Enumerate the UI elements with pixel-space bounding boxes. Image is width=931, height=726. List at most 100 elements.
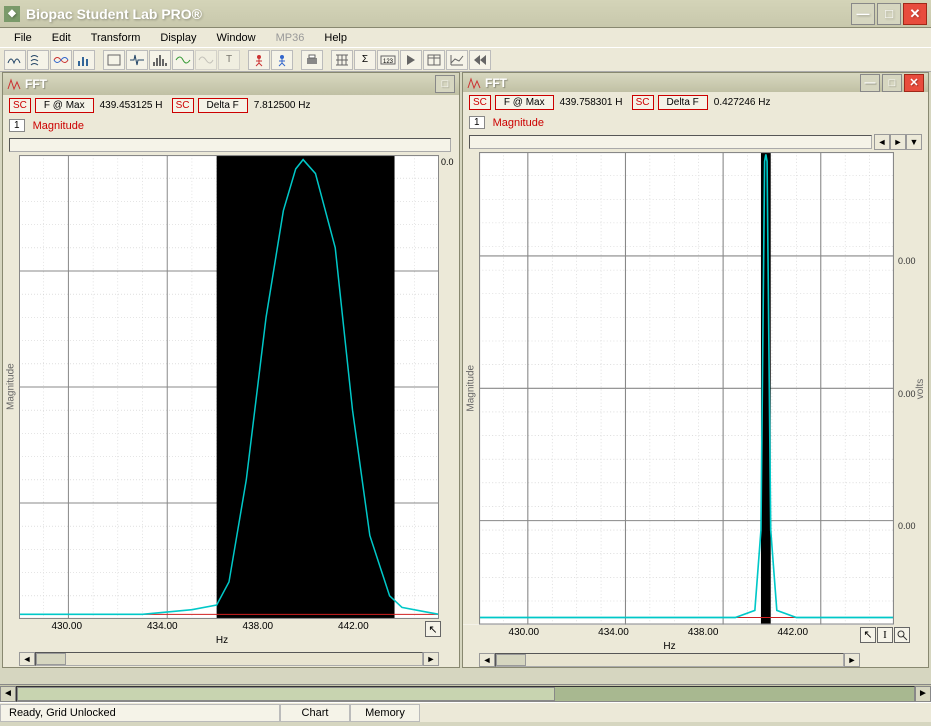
statusbar: Ready, Grid Unlocked Chart Memory — [0, 702, 931, 722]
sc-button-1[interactable]: SC — [9, 98, 31, 113]
menu-display[interactable]: Display — [152, 30, 204, 46]
menu-transform[interactable]: Transform — [83, 30, 149, 46]
tool-grid-icon[interactable] — [331, 50, 353, 70]
scroll-right-button[interactable]: ► — [844, 653, 860, 667]
tool-overlap-wave-icon[interactable] — [50, 50, 72, 70]
fft-right-titlebar[interactable]: FFT — □ ✕ — [463, 73, 928, 92]
fft-right-scroll-strip: ◄ ► ▼ — [463, 132, 928, 152]
cursor-arrow-button[interactable]: ↖ — [425, 621, 441, 637]
y-axis-label: Magnitude — [463, 152, 479, 625]
scroll-left-button[interactable]: ◄ — [19, 652, 35, 666]
menu-help[interactable]: Help — [316, 30, 355, 46]
status-chart[interactable]: Chart — [280, 704, 350, 722]
fft-right-x-axis: Hz 430.00434.00438.00442.00 ↖ I — [463, 625, 928, 653]
tool-zoom-wave-icon[interactable] — [4, 50, 26, 70]
tool-reset-icon[interactable] — [103, 50, 125, 70]
f-at-max-button[interactable]: F @ Max — [35, 98, 94, 113]
main-hscroll: ◄ ► — [0, 684, 931, 702]
toolbar: T Σ 123 — [0, 48, 931, 72]
main-titlebar: ◆ Biopac Student Lab PRO® — □ ✕ — [0, 0, 931, 28]
channel-number[interactable]: 1 — [9, 119, 25, 132]
delta-f-button[interactable]: Delta F — [658, 95, 708, 110]
fft-left-title: FFT — [25, 77, 435, 91]
fft-right-minimize-button[interactable]: — — [860, 74, 880, 92]
scroll-right-mini[interactable]: ► — [890, 134, 906, 150]
workspace: FFT □ SC F @ Max 439.453125 H SC Delta F… — [0, 72, 931, 684]
main-scroll-left[interactable]: ◄ — [0, 686, 16, 702]
fft-icon — [7, 77, 21, 91]
delta-f-button[interactable]: Delta F — [198, 98, 248, 113]
app-icon: ◆ — [4, 6, 20, 22]
channel-number[interactable]: 1 — [469, 116, 485, 129]
tool-histogram-icon[interactable] — [149, 50, 171, 70]
cursor-ibeam-button[interactable]: I — [877, 627, 893, 643]
tool-text-icon[interactable]: T — [218, 50, 240, 70]
x-tick-label: 430.00 — [51, 621, 82, 632]
fft-right-maximize-button[interactable]: □ — [882, 74, 902, 92]
channel-label: Magnitude — [493, 117, 544, 129]
x-axis-unit: Hz — [216, 635, 228, 646]
delta-f-value: 7.812500 Hz — [252, 99, 322, 112]
x-tick-label: 442.00 — [777, 627, 808, 638]
scroll-right-button[interactable]: ► — [423, 652, 439, 666]
tool-counter-icon[interactable]: 123 — [377, 50, 399, 70]
maximize-button[interactable]: □ — [877, 3, 901, 25]
scroll-track[interactable] — [469, 135, 872, 149]
sc-button-2[interactable]: SC — [632, 95, 654, 110]
menu-file[interactable]: File — [6, 30, 40, 46]
y-tick-top: 0.0 — [441, 157, 454, 167]
tool-scope-icon[interactable] — [172, 50, 194, 70]
fft-left-channel-row: 1 Magnitude — [3, 116, 459, 135]
x-tick-label: 434.00 — [598, 627, 629, 638]
fft-left-plot[interactable]: Magnitude 0.0 — [3, 155, 459, 619]
fft-icon — [467, 76, 481, 90]
tool-stacked-wave-icon[interactable] — [27, 50, 49, 70]
fft-left-titlebar[interactable]: FFT □ — [3, 73, 459, 95]
f-at-max-value: 439.453125 H — [98, 99, 168, 112]
tool-person-b-icon[interactable] — [271, 50, 293, 70]
tool-sigma-icon[interactable]: Σ — [354, 50, 376, 70]
sc-button-1[interactable]: SC — [469, 95, 491, 110]
tool-person-a-icon[interactable] — [248, 50, 270, 70]
channel-label: Magnitude — [33, 120, 84, 132]
menu-edit[interactable]: Edit — [44, 30, 79, 46]
fft-right-chart[interactable] — [479, 152, 894, 625]
scroll-track[interactable] — [9, 138, 451, 152]
delta-f-value: 0.427246 Hz — [712, 96, 782, 109]
close-button[interactable]: ✕ — [903, 3, 927, 25]
scroll-track[interactable] — [495, 653, 844, 667]
tool-table-icon[interactable] — [423, 50, 445, 70]
cursor-zoom-button[interactable] — [894, 627, 910, 643]
tool-sine-icon[interactable] — [195, 50, 217, 70]
scroll-dropdown[interactable]: ▼ — [906, 134, 922, 150]
scroll-left-mini[interactable]: ◄ — [874, 134, 890, 150]
scroll-left-button[interactable]: ◄ — [479, 653, 495, 667]
y-tick-label: 0.00 — [898, 389, 916, 399]
tool-play-icon[interactable] — [400, 50, 422, 70]
main-scroll-right[interactable]: ► — [915, 686, 931, 702]
fft-left-chart[interactable] — [19, 155, 439, 619]
status-memory[interactable]: Memory — [350, 704, 420, 722]
scroll-track[interactable] — [35, 652, 423, 666]
main-window-controls: — □ ✕ — [851, 3, 927, 25]
fft-right-title: FFT — [485, 76, 860, 90]
menu-mp36: MP36 — [268, 30, 313, 46]
main-scroll-track[interactable] — [16, 686, 915, 702]
tool-bar-chart-icon[interactable] — [73, 50, 95, 70]
svg-text:123: 123 — [383, 59, 394, 65]
tool-chart-line-icon[interactable] — [446, 50, 468, 70]
sc-button-2[interactable]: SC — [172, 98, 194, 113]
tool-printer-icon[interactable] — [301, 50, 323, 70]
tool-wave-single-icon[interactable] — [126, 50, 148, 70]
cursor-arrow-button[interactable]: ↖ — [860, 627, 876, 643]
tool-rewind-icon[interactable] — [469, 50, 491, 70]
x-tick-label: 442.00 — [338, 621, 369, 632]
x-tick-label: 438.00 — [243, 621, 274, 632]
status-ready: Ready, Grid Unlocked — [0, 704, 280, 722]
fft-right-close-button[interactable]: ✕ — [904, 74, 924, 92]
fft-right-plot[interactable]: Magnitude volts 0.000.000.00 — [463, 152, 928, 625]
menu-window[interactable]: Window — [209, 30, 264, 46]
fft-left-maximize-button[interactable]: □ — [435, 75, 455, 93]
minimize-button[interactable]: — — [851, 3, 875, 25]
f-at-max-button[interactable]: F @ Max — [495, 95, 554, 110]
